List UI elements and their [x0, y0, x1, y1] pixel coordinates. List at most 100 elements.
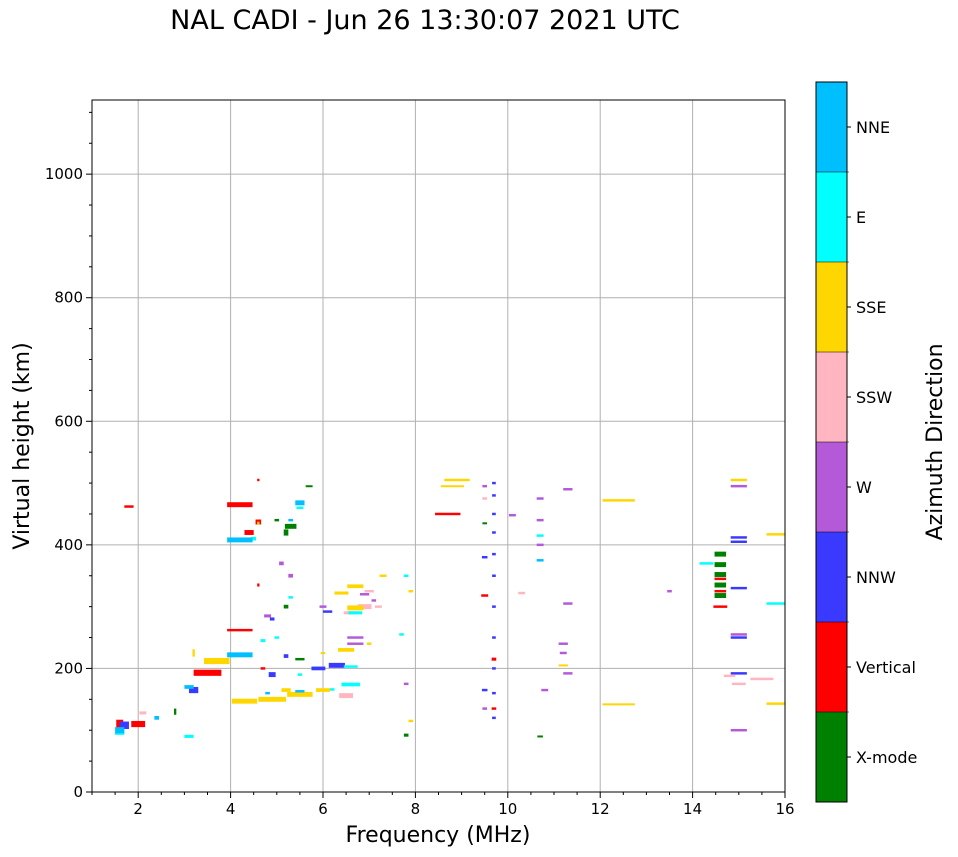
data-point: [492, 552, 496, 556]
data-point: [508, 513, 516, 517]
x-axis-label: Frequency (MHz): [346, 823, 531, 848]
data-point: [339, 693, 354, 699]
data-points: [115, 478, 785, 738]
series-w: [264, 484, 747, 732]
x-tick-label: 8: [411, 800, 421, 818]
colorbar-tick-label: X-mode: [856, 748, 917, 767]
data-point: [227, 652, 253, 658]
data-point: [563, 602, 573, 605]
data-point: [257, 583, 260, 587]
data-point: [260, 639, 266, 643]
data-point: [481, 688, 488, 692]
data-point: [274, 518, 280, 522]
data-point: [295, 657, 305, 661]
data-point: [558, 664, 568, 667]
colorbar-tick-label: NNE: [856, 118, 890, 137]
series-nne: [115, 500, 544, 734]
data-point: [295, 690, 305, 693]
colorbar-tick-label: NNW: [856, 568, 896, 587]
data-point: [730, 672, 747, 675]
data-point: [714, 551, 727, 557]
data-point: [357, 604, 372, 610]
data-point: [699, 562, 714, 565]
data-point: [334, 591, 349, 595]
colorbar-segment: [816, 622, 847, 712]
data-point: [320, 652, 326, 655]
colorbar-tick-label: SSW: [856, 388, 892, 407]
data-point: [481, 594, 489, 597]
data-point: [283, 654, 289, 658]
data-point: [287, 691, 313, 697]
data-point: [283, 604, 289, 609]
data-point: [482, 707, 488, 710]
data-point: [481, 555, 488, 559]
data-point: [347, 605, 364, 611]
y-axis: 0 200 400 600 800 1000: [45, 111, 92, 801]
data-point: [730, 633, 747, 636]
series-x-mode: [174, 485, 727, 738]
data-point: [192, 649, 195, 657]
data-point: [374, 605, 382, 608]
data-point: [288, 573, 293, 578]
data-point: [408, 589, 414, 593]
data-point: [558, 642, 568, 645]
data-point: [371, 599, 377, 602]
data-point: [730, 536, 747, 539]
data-point: [714, 577, 727, 581]
data-point: [750, 677, 774, 681]
data-point: [536, 497, 544, 500]
data-point: [492, 574, 496, 577]
y-tick-label: 800: [54, 289, 83, 307]
series-sse: [192, 478, 785, 723]
colorbar-segment: [816, 712, 847, 802]
data-point: [231, 698, 258, 704]
data-point: [305, 485, 313, 488]
data-point: [440, 485, 464, 488]
data-point: [204, 657, 230, 665]
x-axis: 2 4 6 8 10 12 14 16: [91, 792, 795, 818]
data-point: [714, 562, 727, 568]
data-point: [359, 593, 370, 596]
data-point: [559, 651, 567, 655]
data-point: [174, 708, 177, 715]
data-point: [492, 512, 496, 516]
data-point: [723, 674, 736, 678]
data-point: [713, 605, 728, 608]
data-point: [257, 478, 260, 482]
data-point: [258, 696, 287, 702]
data-point: [766, 533, 785, 536]
data-point: [492, 667, 496, 670]
data-point: [403, 574, 409, 577]
data-point: [319, 605, 327, 608]
data-point: [297, 673, 303, 676]
data-point: [379, 574, 387, 577]
data-point: [268, 672, 276, 678]
data-point: [347, 584, 364, 589]
data-point: [602, 703, 635, 706]
data-point: [536, 518, 544, 522]
data-point: [244, 530, 254, 535]
data-point: [311, 666, 326, 671]
x-tick-label: 12: [591, 800, 610, 818]
data-point: [193, 669, 222, 676]
data-point: [492, 605, 496, 608]
data-point: [403, 733, 409, 737]
data-point: [714, 589, 727, 593]
colorbar-segment: [816, 82, 847, 172]
data-point: [537, 735, 543, 738]
data-point: [341, 682, 360, 687]
data-point: [482, 497, 488, 500]
data-point: [730, 728, 747, 732]
data-point: [492, 691, 496, 695]
colorbar-tick-label: SSE: [856, 298, 886, 317]
data-point: [264, 614, 272, 618]
data-point: [347, 642, 364, 645]
data-point: [328, 662, 345, 668]
data-point: [343, 665, 358, 668]
data-point: [730, 636, 747, 639]
series-e: [115, 506, 785, 738]
data-point: [274, 636, 280, 639]
x-tick-label: 10: [498, 800, 517, 818]
colorbar-label: Azimuth Direction: [923, 343, 948, 540]
data-point: [731, 682, 746, 686]
